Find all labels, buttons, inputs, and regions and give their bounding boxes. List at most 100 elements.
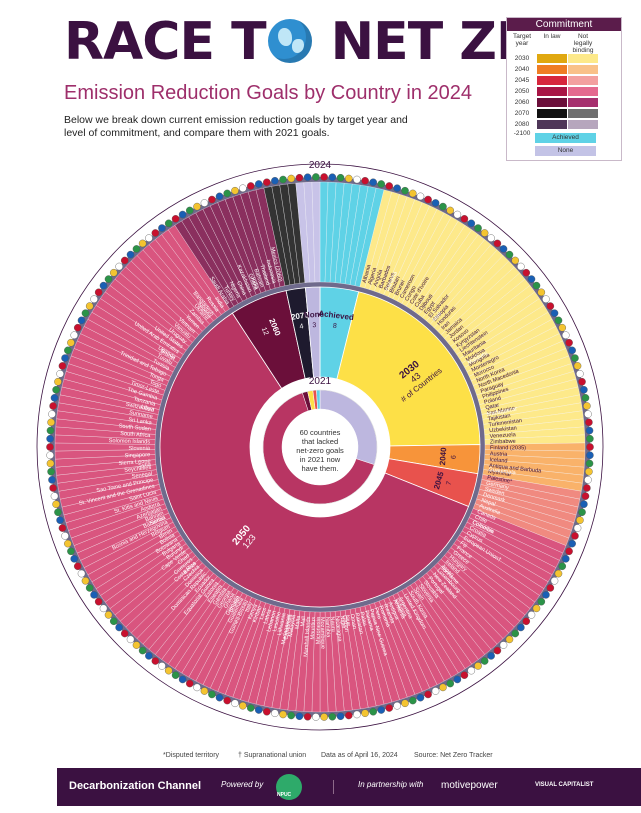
center-note-line: that lacked (302, 437, 338, 446)
country-flag-icon (586, 451, 594, 460)
country-flag-icon (223, 189, 232, 198)
country-flag-icon (546, 302, 555, 310)
country-label-left: Niue (344, 614, 352, 626)
legend-swatch-law (537, 54, 567, 63)
country-label-left: Pakistan (353, 612, 364, 634)
country-flag-icon (377, 180, 386, 188)
country-flag-icon (453, 675, 462, 684)
footnote-source: Source: Net Zero Tracker (414, 752, 493, 759)
country-flag-icon (576, 516, 584, 524)
powered-by-label: Powered by (221, 780, 264, 789)
country-flag-icon (138, 239, 147, 248)
country-flag-icon (263, 707, 271, 716)
country-flag-icon (580, 500, 588, 509)
country-label-top: Cambodia (284, 613, 295, 640)
country-flag-icon (254, 706, 263, 714)
legend-row: 2045 (509, 76, 619, 85)
country-flag-icon (424, 690, 432, 699)
ring-label-2021: 2021 (309, 376, 332, 387)
country-wedge (311, 181, 321, 283)
country-flag-icon (584, 410, 592, 418)
country-flag-icon (353, 710, 361, 719)
country-flag-icon (246, 704, 255, 712)
country-flag-icon (77, 569, 86, 578)
segment-value: 12 (260, 326, 270, 336)
country-label-left: Madagascar (281, 614, 293, 645)
partnership-label: In partnership with (358, 780, 424, 789)
country-flag-icon (393, 184, 401, 193)
segment-value: 3 (312, 322, 316, 329)
country-label-2030: Uzbekistan (489, 425, 517, 434)
country-flag-icon (312, 713, 320, 721)
country-label-left-upper: South Sudan (118, 423, 151, 432)
country-label-right: Fiji (459, 540, 468, 549)
country-flag-icon (151, 657, 160, 665)
country-flag-icon (67, 338, 75, 347)
country-flag-icon (554, 316, 563, 325)
country-flag-icon (138, 646, 147, 655)
country-label-left-upper: Tanzania (133, 396, 157, 408)
country-flag-icon (151, 229, 160, 237)
country-flag-icon (145, 652, 153, 660)
country-flag-icon (493, 239, 502, 248)
country-flag-icon (115, 623, 123, 632)
country-flag-icon (369, 707, 377, 716)
country-flag-icon (239, 184, 247, 193)
country-label-top: Syria (138, 462, 152, 469)
footnote-supranational: † Supranational union (238, 752, 307, 759)
country-flag-icon (581, 492, 590, 500)
country-label-left: Panama (363, 610, 375, 633)
page-description: Below we break down current emission red… (64, 114, 408, 139)
country-flag-icon (474, 662, 482, 670)
country-flag-icon (453, 210, 462, 219)
country-flag-icon (583, 484, 591, 492)
country-flag-icon (499, 641, 508, 649)
country-flag-icon (580, 385, 588, 394)
country-label-left: Malaysia (288, 614, 298, 638)
country-label-2030: Turkmenistan (488, 418, 522, 428)
country-flag-icon (460, 215, 469, 223)
legend-none: None (535, 146, 596, 156)
country-label-2030: Qatar (485, 402, 500, 411)
country-flag-icon (522, 617, 531, 626)
legend-row: 2030 (509, 54, 619, 63)
country-flag-icon (511, 629, 520, 638)
country-flag-icon (49, 402, 57, 410)
legend-swatch-law (537, 109, 567, 118)
country-label-left: Laos (259, 607, 269, 621)
legend-row-year: 2070 (514, 110, 530, 117)
country-flag-icon (126, 250, 135, 259)
country-flag-icon (585, 418, 593, 427)
country-flag-icon (336, 712, 345, 721)
country-label-right: Chile (474, 514, 488, 525)
country-flag-icon (164, 219, 173, 228)
country-flag-icon (200, 199, 209, 207)
country-flag-icon (565, 547, 573, 556)
country-flag-icon (344, 174, 353, 183)
legend-row-year: 2030 (514, 55, 530, 62)
center-note-line: 60 countries (300, 428, 341, 437)
country-flag-icon (115, 262, 123, 271)
country-flag-icon (67, 547, 75, 556)
segment-label: Achieved (318, 309, 355, 322)
country-flag-icon (120, 256, 129, 265)
country-label-top: India (250, 277, 260, 291)
country-flag-icon (50, 492, 59, 500)
country-flag-icon (439, 683, 447, 692)
country-label-2030: San Marino (486, 406, 515, 418)
footnote-disputed: *Disputed territory (163, 752, 220, 759)
country-flag-icon (487, 234, 495, 242)
country-label-right: Austria (490, 451, 509, 458)
country-flag-icon (439, 202, 447, 211)
country-flag-icon (431, 199, 440, 207)
legend-swatch-nonbinding (568, 76, 598, 85)
country-flag-icon (90, 295, 98, 303)
country-label-left-upper: Tonga (148, 372, 165, 384)
country-flag-icon (46, 459, 55, 468)
country-flag-icon (312, 173, 320, 181)
country-flag-icon (561, 331, 570, 339)
country-flag-icon (178, 210, 187, 219)
country-flag-icon (145, 234, 153, 242)
country-label-left: Oman (348, 614, 357, 630)
legend-row: 2050 (509, 87, 619, 96)
